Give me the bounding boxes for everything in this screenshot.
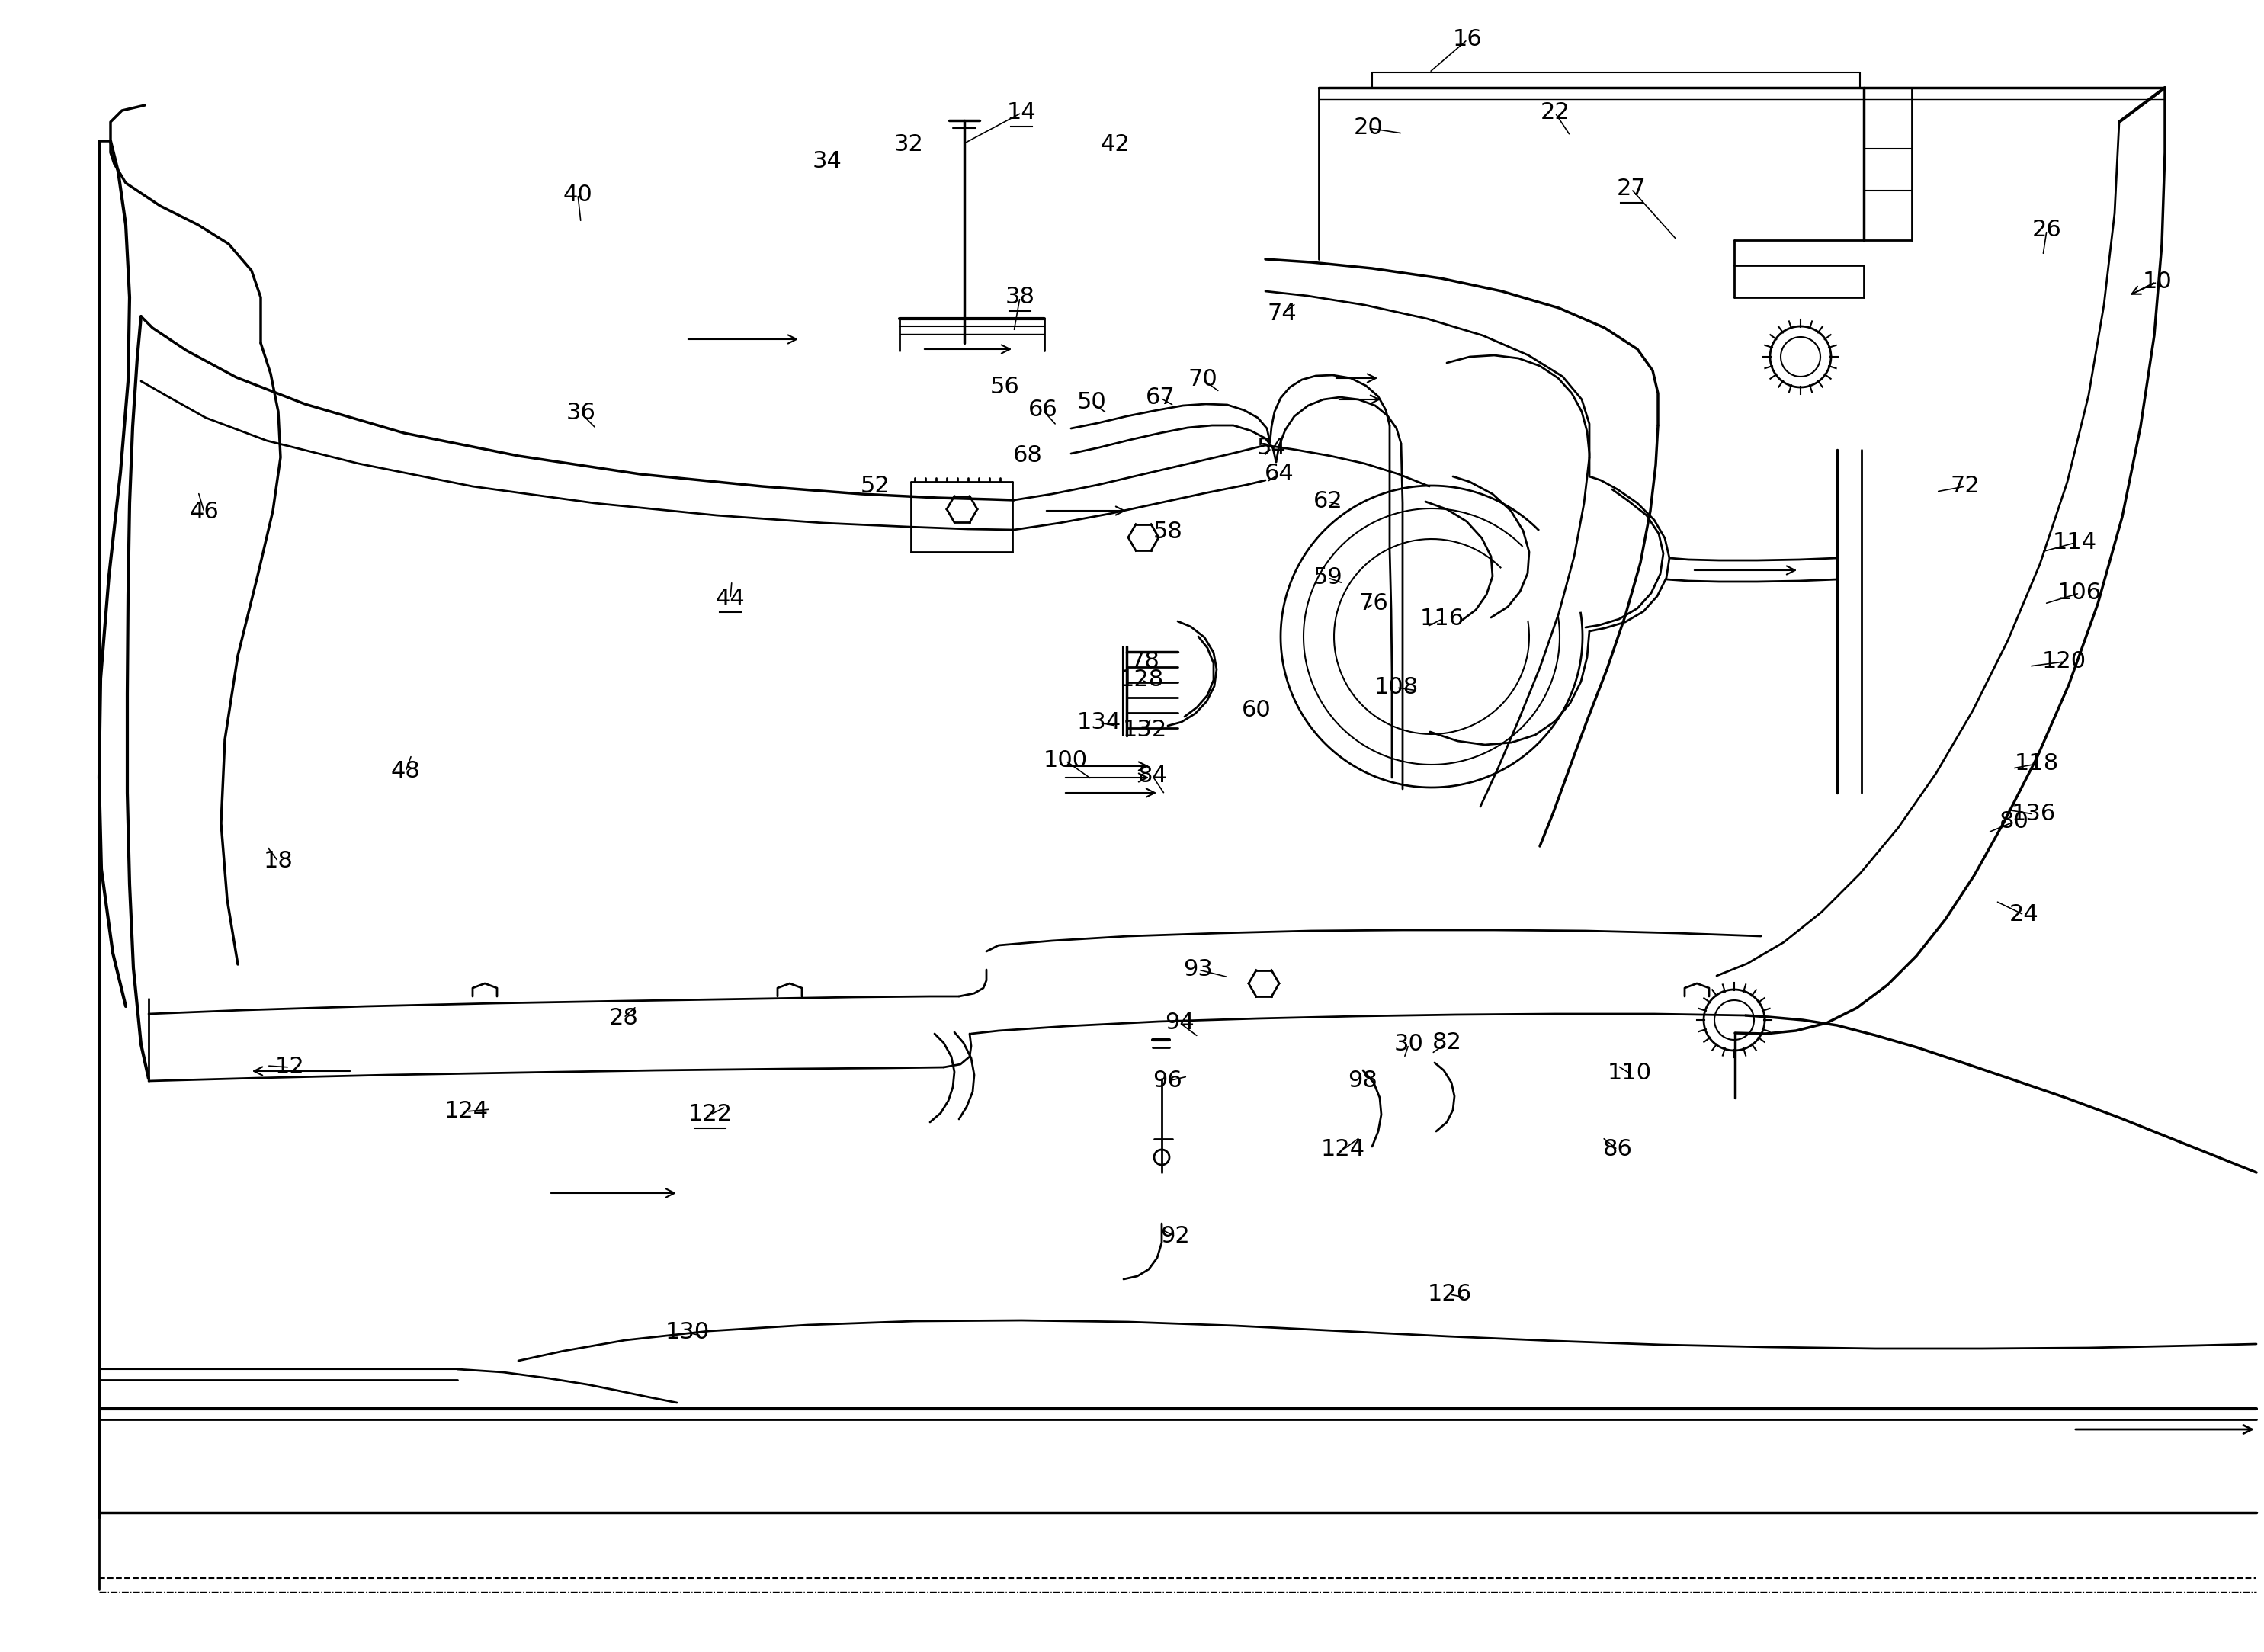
Text: 68: 68 [1012, 444, 1041, 468]
Text: 114: 114 [2053, 532, 2096, 553]
Text: 84: 84 [1139, 765, 1168, 786]
Text: 126: 126 [1429, 1284, 1472, 1305]
Text: 32: 32 [894, 134, 924, 155]
Text: 96: 96 [1152, 1070, 1182, 1092]
Text: 72: 72 [1949, 476, 1981, 497]
Text: 120: 120 [2042, 651, 2087, 672]
Text: 52: 52 [860, 476, 890, 497]
Text: 50: 50 [1078, 392, 1107, 413]
Text: 38: 38 [1005, 286, 1035, 309]
Text: 10: 10 [2142, 271, 2171, 292]
Text: 67: 67 [1146, 387, 1175, 410]
Text: 74: 74 [1268, 302, 1297, 325]
Text: 78: 78 [1130, 651, 1159, 672]
Text: 28: 28 [609, 1006, 638, 1029]
Text: 36: 36 [566, 401, 595, 425]
Text: 80: 80 [1999, 811, 2029, 833]
Text: 136: 136 [2013, 803, 2056, 826]
Text: 124: 124 [444, 1100, 489, 1123]
Text: 24: 24 [2008, 904, 2038, 925]
Text: 16: 16 [1453, 28, 1483, 51]
Text: 18: 18 [263, 851, 292, 872]
Text: 20: 20 [1354, 117, 1383, 139]
Text: 70: 70 [1189, 368, 1218, 392]
Text: 30: 30 [1395, 1034, 1424, 1056]
Text: 60: 60 [1241, 699, 1270, 722]
Text: 86: 86 [1603, 1138, 1632, 1161]
Text: 132: 132 [1123, 719, 1168, 742]
Text: 108: 108 [1374, 677, 1420, 699]
Text: 40: 40 [564, 183, 593, 205]
Text: 82: 82 [1433, 1032, 1463, 1054]
Text: 46: 46 [190, 501, 220, 524]
Text: 76: 76 [1358, 593, 1388, 615]
Text: 59: 59 [1313, 567, 1343, 588]
Text: 122: 122 [688, 1104, 734, 1125]
Text: 54: 54 [1257, 438, 1286, 459]
Text: 134: 134 [1078, 712, 1121, 733]
Text: 26: 26 [2033, 220, 2063, 241]
Text: 56: 56 [989, 377, 1019, 398]
Text: 124: 124 [1320, 1138, 1365, 1161]
Text: 118: 118 [2015, 753, 2058, 775]
Text: 110: 110 [1607, 1062, 1653, 1084]
Text: 92: 92 [1161, 1226, 1191, 1247]
Text: 12: 12 [274, 1056, 303, 1079]
Text: 66: 66 [1028, 400, 1057, 421]
Text: 14: 14 [1007, 102, 1037, 124]
Text: 64: 64 [1263, 463, 1295, 486]
Text: 34: 34 [813, 150, 842, 173]
Text: 98: 98 [1347, 1070, 1379, 1092]
Text: 42: 42 [1100, 134, 1130, 155]
Text: 62: 62 [1313, 491, 1343, 512]
Text: 100: 100 [1044, 750, 1087, 771]
Text: 116: 116 [1420, 608, 1465, 629]
Text: 130: 130 [666, 1322, 711, 1343]
Text: 106: 106 [2058, 582, 2101, 605]
Text: 58: 58 [1152, 520, 1182, 544]
Text: 94: 94 [1166, 1013, 1195, 1034]
Text: 22: 22 [1540, 102, 1569, 124]
Text: 128: 128 [1121, 669, 1164, 691]
Text: 44: 44 [715, 588, 745, 610]
Text: 48: 48 [392, 760, 421, 783]
Text: 93: 93 [1184, 958, 1214, 981]
Text: 27: 27 [1616, 178, 1646, 200]
